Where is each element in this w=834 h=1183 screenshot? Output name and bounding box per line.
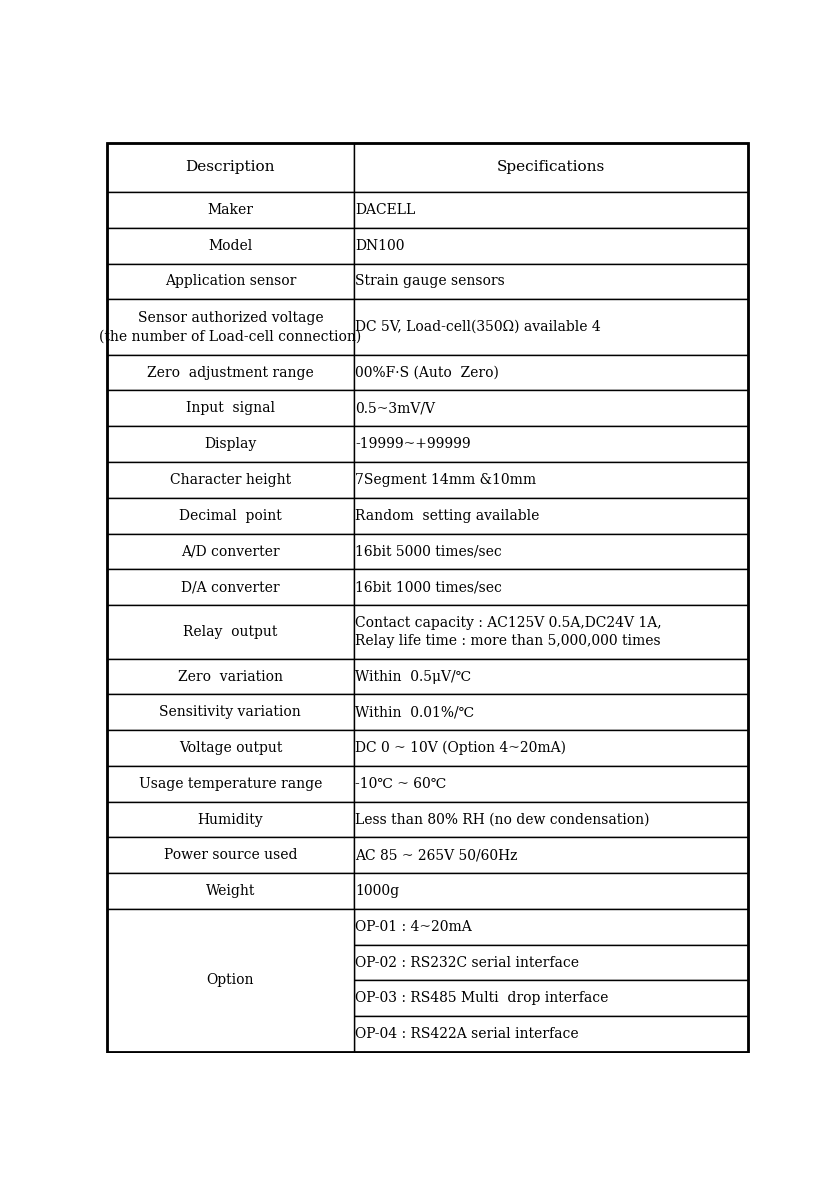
Text: Decimal  point: Decimal point xyxy=(179,509,282,523)
Text: Zero  adjustment range: Zero adjustment range xyxy=(147,366,314,380)
Text: Zero  variation: Zero variation xyxy=(178,670,283,684)
Text: Display: Display xyxy=(204,437,257,451)
Text: Character height: Character height xyxy=(170,473,291,487)
Bar xyxy=(354,498,748,534)
Bar xyxy=(354,802,748,838)
Bar xyxy=(107,390,354,426)
Text: OP-04 : RS422A serial interface: OP-04 : RS422A serial interface xyxy=(354,1027,578,1041)
Text: D/A converter: D/A converter xyxy=(181,580,279,594)
Bar xyxy=(107,765,354,802)
Text: Strain gauge sensors: Strain gauge sensors xyxy=(355,274,505,289)
Text: 00%F·S (Auto  Zero): 00%F·S (Auto Zero) xyxy=(355,366,499,380)
Bar xyxy=(107,143,354,192)
Bar xyxy=(107,730,354,765)
Bar xyxy=(107,299,354,355)
Bar xyxy=(107,605,354,659)
Bar xyxy=(354,605,748,659)
Bar xyxy=(354,390,748,426)
Text: DN100: DN100 xyxy=(355,239,404,253)
Text: Random  setting available: Random setting available xyxy=(355,509,540,523)
Text: Voltage output: Voltage output xyxy=(178,741,282,755)
Bar xyxy=(354,534,748,569)
Text: Maker: Maker xyxy=(208,203,254,216)
Text: OP-02 : RS232C serial interface: OP-02 : RS232C serial interface xyxy=(354,956,579,970)
Text: Sensitivity variation: Sensitivity variation xyxy=(159,705,301,719)
Bar xyxy=(354,569,748,605)
Bar xyxy=(107,192,354,228)
Text: Application sensor: Application sensor xyxy=(164,274,296,289)
Bar xyxy=(107,463,354,498)
Text: Option: Option xyxy=(207,974,254,988)
Bar xyxy=(354,463,748,498)
Bar xyxy=(354,765,748,802)
Bar xyxy=(354,299,748,355)
Text: Humidity: Humidity xyxy=(198,813,264,827)
Bar xyxy=(354,264,748,299)
Bar xyxy=(107,426,354,463)
Bar xyxy=(107,228,354,264)
Text: Within  0.01%/℃: Within 0.01%/℃ xyxy=(355,705,474,719)
Bar xyxy=(354,426,748,463)
Text: 16bit 5000 times/sec: 16bit 5000 times/sec xyxy=(355,544,501,558)
Bar xyxy=(107,498,354,534)
Bar xyxy=(107,264,354,299)
Text: Usage temperature range: Usage temperature range xyxy=(138,777,322,790)
Bar xyxy=(107,909,354,1052)
Text: Within  0.5μV/℃: Within 0.5μV/℃ xyxy=(355,670,471,684)
Text: Contact capacity : AC125V 0.5A,DC24V 1A,
Relay life time : more than 5,000,000 t: Contact capacity : AC125V 0.5A,DC24V 1A,… xyxy=(355,615,661,648)
Bar xyxy=(107,355,354,390)
Text: A/D converter: A/D converter xyxy=(181,544,279,558)
Text: Less than 80% RH (no dew condensation): Less than 80% RH (no dew condensation) xyxy=(355,813,650,827)
Bar xyxy=(354,694,748,730)
Bar xyxy=(107,838,354,873)
Text: OP-03 : RS485 Multi  drop interface: OP-03 : RS485 Multi drop interface xyxy=(354,991,608,1006)
Text: Description: Description xyxy=(186,161,275,174)
Bar xyxy=(107,694,354,730)
Bar xyxy=(354,355,748,390)
Text: 16bit 1000 times/sec: 16bit 1000 times/sec xyxy=(355,580,502,594)
Bar xyxy=(354,909,748,945)
Text: 0.5~3mV/V: 0.5~3mV/V xyxy=(355,401,435,415)
Text: -19999~+99999: -19999~+99999 xyxy=(355,437,470,451)
Bar xyxy=(354,659,748,694)
Text: Weight: Weight xyxy=(206,884,255,898)
Text: 7Segment 14mm &10mm: 7Segment 14mm &10mm xyxy=(355,473,536,487)
Bar xyxy=(107,659,354,694)
Bar xyxy=(354,981,748,1016)
Text: DACELL: DACELL xyxy=(355,203,415,216)
Text: OP-01 : 4~20mA: OP-01 : 4~20mA xyxy=(354,920,471,933)
Bar xyxy=(354,873,748,909)
Bar xyxy=(354,730,748,765)
Bar xyxy=(354,838,748,873)
Text: Sensor authorized voltage
(the number of Load-cell connection): Sensor authorized voltage (the number of… xyxy=(99,311,361,343)
Text: 1000g: 1000g xyxy=(355,884,399,898)
Text: DC 5V, Load-cell(350Ω) available 4: DC 5V, Load-cell(350Ω) available 4 xyxy=(355,321,600,334)
Text: Power source used: Power source used xyxy=(163,848,297,862)
Bar xyxy=(107,569,354,605)
Text: Input  signal: Input signal xyxy=(186,401,275,415)
Text: -10℃ ~ 60℃: -10℃ ~ 60℃ xyxy=(355,777,446,790)
Bar xyxy=(354,1016,748,1052)
Bar xyxy=(107,534,354,569)
Text: DC 0 ~ 10V (Option 4~20mA): DC 0 ~ 10V (Option 4~20mA) xyxy=(355,741,566,755)
Bar xyxy=(354,945,748,981)
Text: Specifications: Specifications xyxy=(497,161,605,174)
Text: Model: Model xyxy=(208,239,253,253)
Bar xyxy=(354,143,748,192)
Bar xyxy=(354,228,748,264)
Text: Relay  output: Relay output xyxy=(183,625,278,639)
Bar xyxy=(107,873,354,909)
Bar xyxy=(354,192,748,228)
Text: AC 85 ~ 265V 50/60Hz: AC 85 ~ 265V 50/60Hz xyxy=(355,848,517,862)
Bar xyxy=(107,802,354,838)
